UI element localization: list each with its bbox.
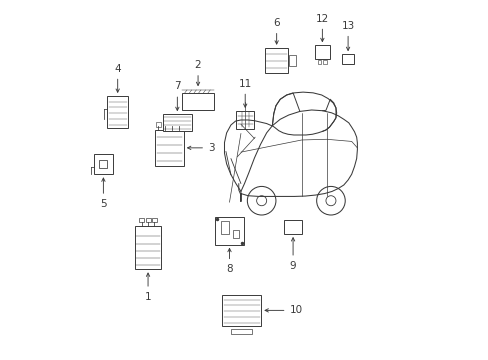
Text: 12: 12 <box>315 14 328 23</box>
Bar <box>99 160 107 168</box>
Bar <box>139 218 144 222</box>
Bar <box>107 96 128 128</box>
Text: 1: 1 <box>144 292 151 302</box>
Bar <box>169 122 174 127</box>
Bar <box>231 329 251 334</box>
Bar <box>163 122 167 127</box>
Bar <box>236 111 254 129</box>
Bar <box>163 114 192 131</box>
Bar <box>156 122 161 127</box>
Text: 4: 4 <box>114 64 121 73</box>
Bar <box>221 221 229 234</box>
Bar <box>264 48 287 73</box>
Bar <box>314 45 329 59</box>
Bar <box>94 154 112 174</box>
Text: 8: 8 <box>226 264 232 274</box>
Text: 9: 9 <box>289 261 296 271</box>
Bar <box>134 226 161 269</box>
Bar <box>152 218 157 222</box>
Text: 13: 13 <box>341 21 354 31</box>
Text: 7: 7 <box>174 81 180 91</box>
Bar <box>182 93 214 110</box>
Bar <box>155 130 183 166</box>
Text: 5: 5 <box>100 199 106 209</box>
Bar <box>145 218 150 222</box>
Bar <box>323 60 326 64</box>
Text: 10: 10 <box>289 305 302 315</box>
Text: 6: 6 <box>273 18 280 28</box>
Text: 11: 11 <box>238 78 251 89</box>
Bar <box>215 217 244 245</box>
Bar <box>342 54 353 64</box>
Text: 3: 3 <box>207 143 214 153</box>
Bar <box>283 220 302 234</box>
Bar <box>289 55 295 66</box>
Bar <box>176 122 181 127</box>
Bar <box>233 230 238 238</box>
Bar <box>222 295 261 326</box>
Text: 2: 2 <box>194 60 201 70</box>
Bar <box>317 60 321 64</box>
